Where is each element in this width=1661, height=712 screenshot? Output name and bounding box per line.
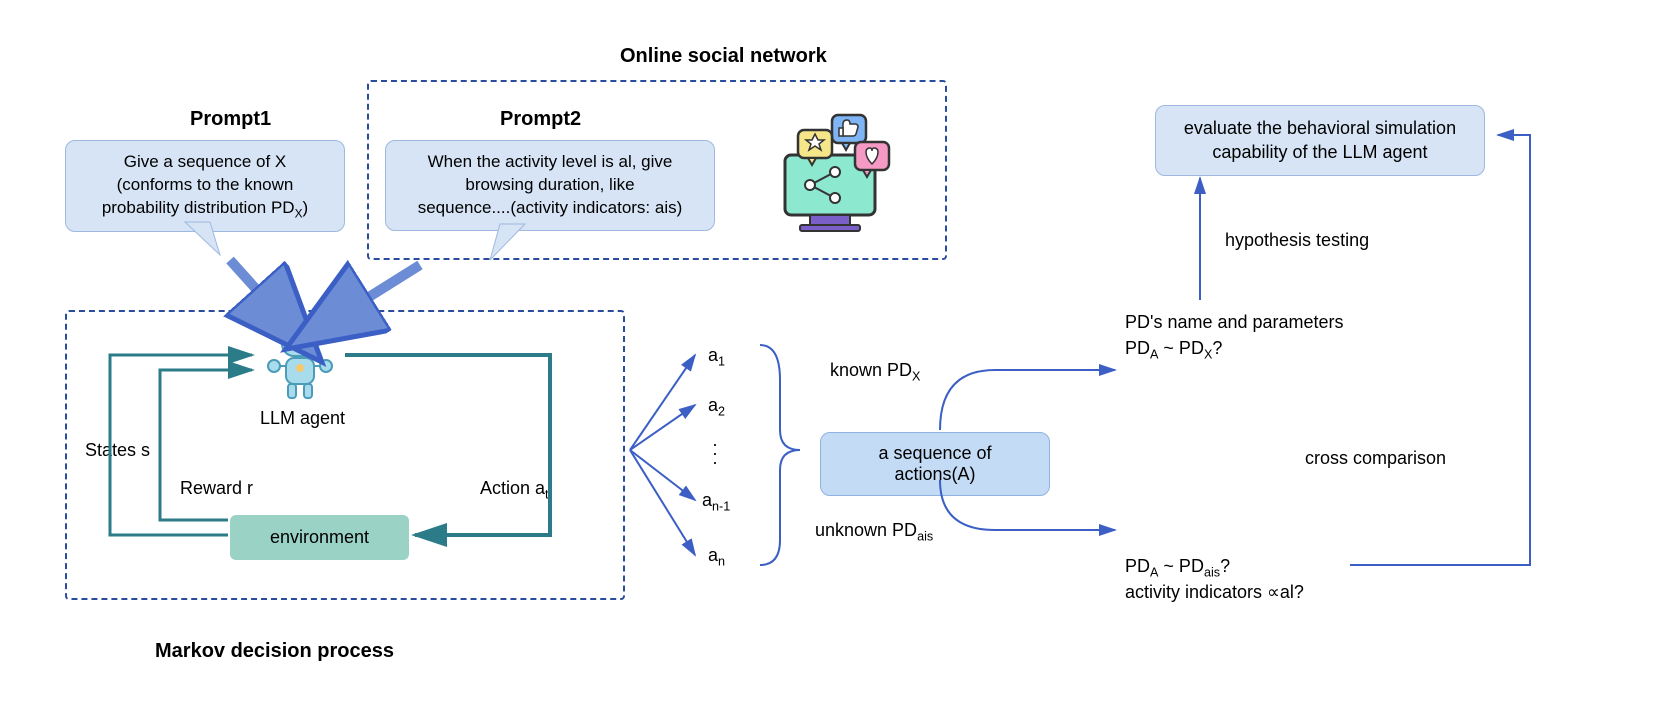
reward-label: Reward r: [180, 478, 253, 499]
prompt1-bubble: Give a sequence of X(conforms to the kno…: [65, 140, 345, 232]
known-pd-label: known PDX: [830, 360, 920, 384]
action-a1: a1: [708, 345, 725, 369]
action-label: Action at: [480, 478, 549, 502]
environment-box: environment: [230, 515, 409, 560]
title-prompt1: Prompt1: [190, 108, 271, 131]
unknown-pd-label: unknown PDais: [815, 520, 933, 544]
prompt2-bubble: When the activity level is al, givebrows…: [385, 140, 715, 231]
pda-pdx-text: PDA ~ PDX?: [1125, 338, 1222, 362]
seq-actions-pill: a sequence of actions(A): [820, 432, 1050, 496]
social-media-icon: [760, 110, 900, 240]
states-label: States s: [85, 440, 150, 461]
llm-agent-label: LLM agent: [260, 408, 345, 429]
action-an: an: [708, 545, 725, 569]
hypothesis-label: hypothesis testing: [1225, 230, 1369, 251]
activity-prop-text: activity indicators ∝al?: [1125, 582, 1304, 603]
cross-comparison-label: cross comparison: [1305, 448, 1446, 469]
title-online-social: Online social network: [620, 45, 827, 68]
pd-name-text: PD's name and parameters: [1125, 312, 1344, 333]
robot-icon: [260, 318, 340, 408]
pda-pdais-text: PDA ~ PDais?: [1125, 556, 1230, 580]
eval-bubble: evaluate the behavioral simulationcapabi…: [1155, 105, 1485, 176]
action-dots: ···: [712, 440, 719, 467]
action-a2: a2: [708, 395, 725, 419]
title-mdp: Markov decision process: [155, 640, 394, 663]
action-an1: an-1: [702, 490, 730, 514]
